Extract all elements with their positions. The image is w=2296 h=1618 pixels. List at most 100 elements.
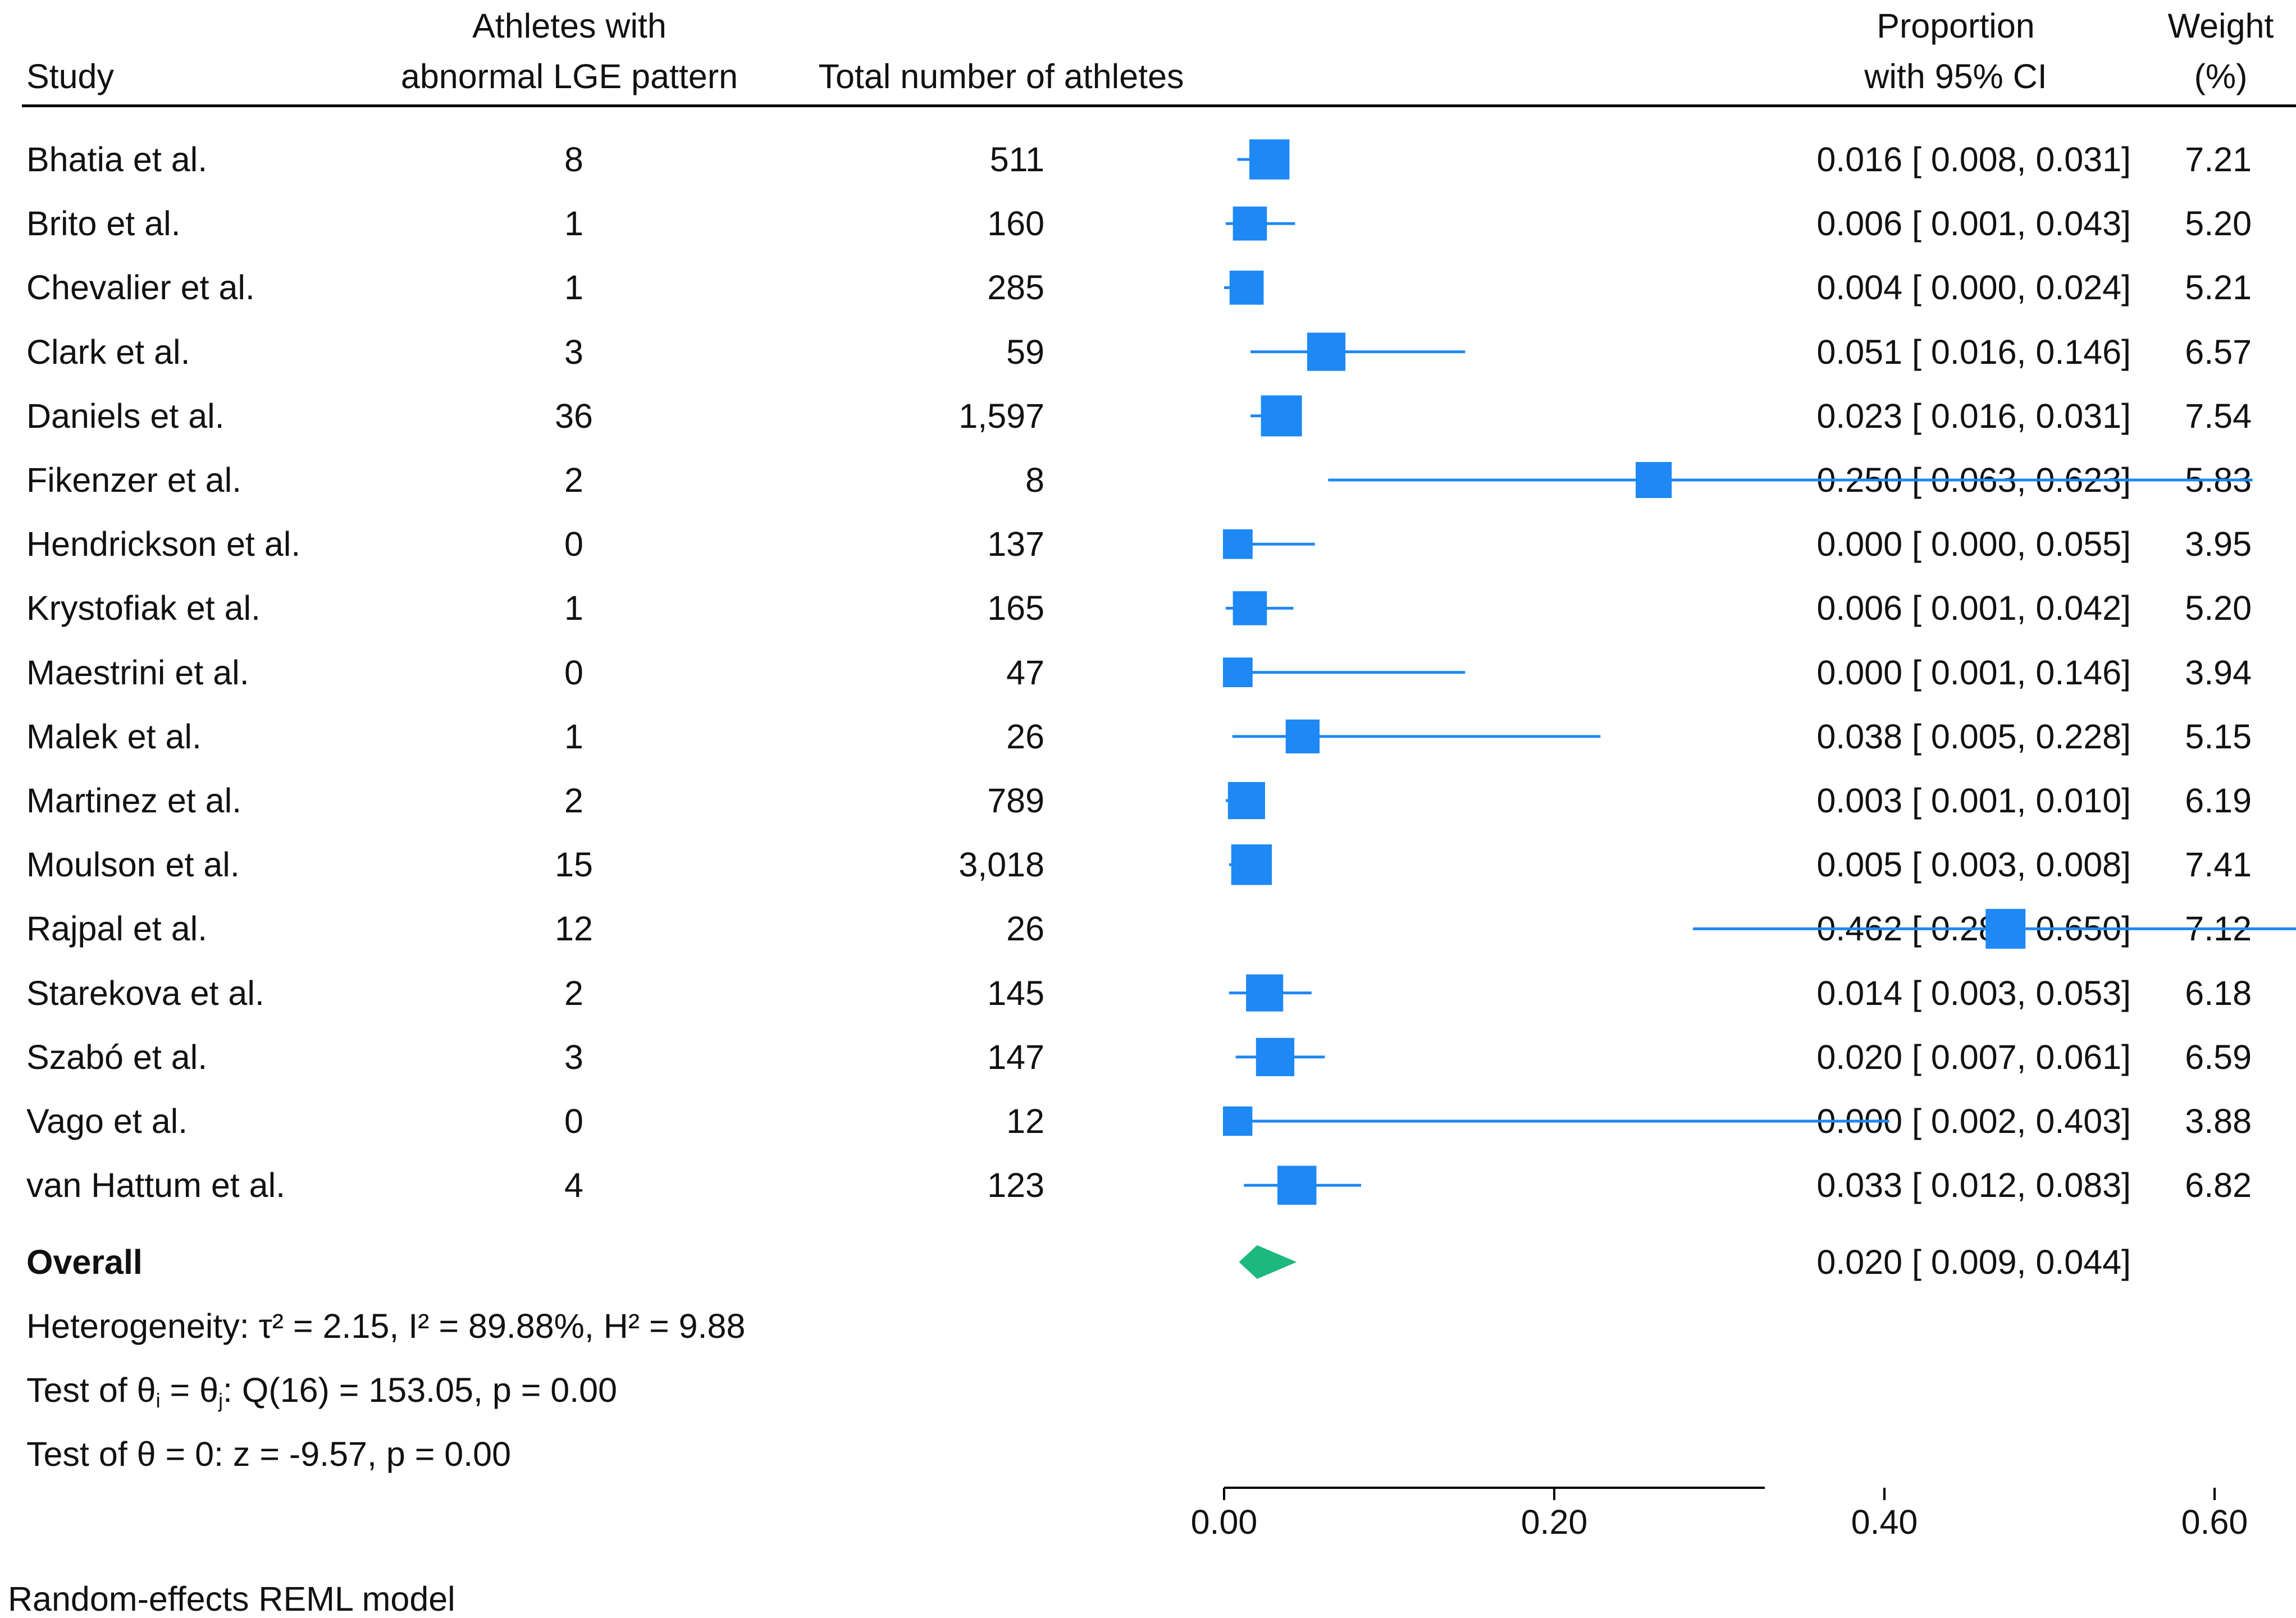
study-name: Starekova et al. bbox=[26, 973, 264, 1012]
study-total: 3,018 bbox=[958, 845, 1044, 884]
q-test-sub-j: j bbox=[218, 1389, 223, 1412]
study-total: 285 bbox=[987, 268, 1044, 307]
x-tick-label: 0.40 bbox=[1851, 1503, 1918, 1541]
study-weight: 5.20 bbox=[2185, 204, 2252, 243]
study-marker bbox=[1285, 719, 1320, 753]
study-name: Hendrickson et al. bbox=[26, 525, 301, 564]
study-weight: 6.59 bbox=[2185, 1037, 2252, 1076]
overall-ci-text: 0.020 [ 0.009, 0.044] bbox=[1816, 1243, 2131, 1281]
study-events: 2 bbox=[564, 461, 583, 499]
study-name: Fikenzer et al. bbox=[26, 461, 242, 499]
q-test-suffix: : Q(16) = 153.05, p = 0.00 bbox=[223, 1371, 618, 1409]
study-marker bbox=[1233, 206, 1267, 241]
study-total: 8 bbox=[1025, 461, 1044, 499]
study-name: Bhatia et al. bbox=[26, 140, 208, 179]
study-weight: 6.82 bbox=[2185, 1166, 2252, 1205]
study-name: Maestrini et al. bbox=[26, 653, 249, 692]
study-ci-text: 0.020 [ 0.007, 0.061] bbox=[1816, 1037, 2131, 1076]
study-name: Daniels et al. bbox=[26, 396, 225, 435]
heterogeneity-text: Heterogeneity: τ² = 2.15, I² = 89.88%, H… bbox=[26, 1307, 746, 1345]
study-marker bbox=[1261, 395, 1302, 437]
study-events: 1 bbox=[564, 717, 583, 756]
study-weight: 6.57 bbox=[2185, 332, 2252, 371]
header-proportion-line2: with 95% CI bbox=[1864, 57, 2047, 95]
study-total: 789 bbox=[987, 781, 1044, 820]
study-name: Rajpal et al. bbox=[26, 909, 208, 948]
study-events: 15 bbox=[555, 845, 593, 884]
study-name: Martinez et al. bbox=[26, 781, 242, 820]
study-events: 4 bbox=[564, 1166, 583, 1205]
study-marker bbox=[1246, 974, 1284, 1012]
study-weight: 3.94 bbox=[2185, 653, 2252, 692]
study-total: 59 bbox=[1006, 332, 1044, 371]
study-ci-text: 0.005 [ 0.003, 0.008] bbox=[1816, 845, 2131, 884]
study-events: 36 bbox=[555, 396, 593, 435]
study-marker bbox=[1307, 332, 1346, 371]
study-total: 137 bbox=[987, 525, 1044, 564]
study-events: 3 bbox=[564, 1037, 583, 1076]
study-events: 8 bbox=[564, 140, 583, 179]
study-name: Szabó et al. bbox=[26, 1037, 208, 1076]
study-events: 1 bbox=[564, 589, 583, 628]
study-name: Vago et al. bbox=[26, 1102, 188, 1140]
study-marker bbox=[1227, 781, 1265, 820]
study-total: 165 bbox=[987, 589, 1044, 628]
study-weight: 6.18 bbox=[2185, 973, 2252, 1012]
study-marker bbox=[1636, 461, 1672, 499]
study-name: van Hattum et al. bbox=[26, 1166, 286, 1205]
header-proportion-line1: Proportion bbox=[1877, 7, 2035, 45]
x-tick-label: 0.20 bbox=[1521, 1503, 1588, 1541]
study-events: 1 bbox=[564, 268, 583, 307]
study-marker bbox=[1985, 908, 2026, 949]
study-total: 511 bbox=[989, 140, 1044, 179]
header-rule bbox=[22, 104, 2296, 107]
q-test-sub-i: i bbox=[156, 1389, 161, 1412]
study-total: 123 bbox=[987, 1166, 1044, 1205]
study-marker bbox=[1223, 657, 1253, 687]
study-weight: 6.19 bbox=[2185, 781, 2252, 820]
study-marker bbox=[1233, 591, 1267, 625]
study-name: Malek et al. bbox=[26, 717, 202, 756]
study-marker bbox=[1231, 844, 1272, 885]
study-name: Moulson et al. bbox=[26, 845, 240, 884]
study-ci-text: 0.038 [ 0.005, 0.228] bbox=[1816, 717, 2131, 756]
study-weight: 7.21 bbox=[2185, 140, 2252, 179]
study-events: 12 bbox=[555, 909, 593, 948]
q-test-mid: = θ bbox=[160, 1371, 219, 1409]
study-ci-text: 0.033 [ 0.012, 0.083] bbox=[1816, 1166, 2131, 1205]
study-total: 1,597 bbox=[958, 396, 1044, 435]
study-total: 26 bbox=[1006, 717, 1044, 756]
study-weight: 5.20 bbox=[2185, 589, 2252, 628]
study-ci-text: 0.000 [ 0.000, 0.055] bbox=[1816, 525, 2131, 564]
study-weight: 3.95 bbox=[2185, 525, 2252, 564]
study-marker bbox=[1256, 1037, 1295, 1076]
header-athletes-line2: abnormal LGE pattern bbox=[400, 57, 738, 95]
study-weight: 7.54 bbox=[2185, 396, 2252, 435]
study-marker bbox=[1223, 529, 1253, 559]
q-test-text: Test of θi = θj: Q(16) = 153.05, p = 0.0… bbox=[26, 1373, 617, 1411]
study-name: Brito et al. bbox=[26, 204, 181, 243]
study-ci-text: 0.006 [ 0.001, 0.042] bbox=[1816, 589, 2131, 628]
study-marker bbox=[1249, 139, 1290, 180]
study-marker bbox=[1229, 271, 1264, 305]
study-name: Krystofiak et al. bbox=[26, 589, 261, 628]
header-total: Total number of athletes bbox=[818, 57, 1184, 95]
model-footer: Random-effects REML model bbox=[8, 1580, 455, 1618]
study-ci-text: 0.004 [ 0.000, 0.024] bbox=[1816, 268, 2131, 307]
study-events: 2 bbox=[564, 973, 583, 1012]
q-test-prefix: Test of θ bbox=[26, 1371, 156, 1409]
study-weight: 7.41 bbox=[2185, 845, 2252, 884]
study-total: 26 bbox=[1006, 909, 1044, 948]
study-name: Clark et al. bbox=[26, 332, 190, 371]
study-events: 0 bbox=[564, 1102, 583, 1140]
x-tick-label: 0.60 bbox=[2181, 1503, 2248, 1541]
study-total: 160 bbox=[987, 204, 1044, 243]
study-marker bbox=[1223, 1106, 1253, 1136]
study-events: 0 bbox=[564, 525, 583, 564]
study-marker bbox=[1277, 1165, 1317, 1205]
header-weight-line1: Weight bbox=[2167, 7, 2274, 45]
study-total: 12 bbox=[1006, 1102, 1044, 1140]
study-ci-text: 0.014 [ 0.003, 0.053] bbox=[1816, 973, 2131, 1012]
header-athletes-line1: Athletes with bbox=[472, 7, 667, 45]
